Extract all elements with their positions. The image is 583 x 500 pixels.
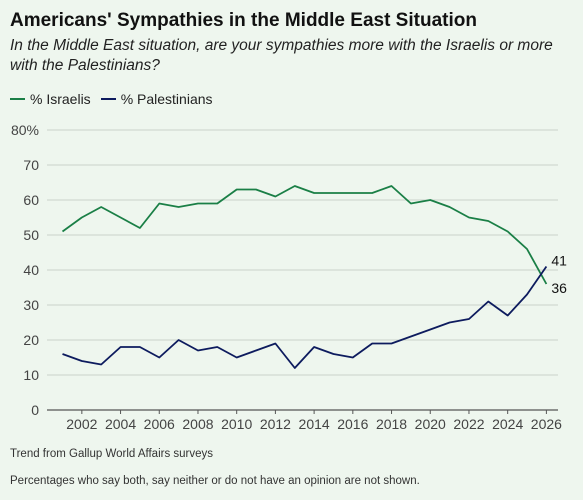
y-tick-label: 10 <box>23 367 39 383</box>
x-tick-label: 2022 <box>453 416 484 432</box>
legend-label-israelis: % Israelis <box>30 91 91 107</box>
x-tick-label: 2004 <box>105 416 136 432</box>
y-axis-ticks: 0 10 20 30 40 50 60 70 80% <box>11 122 39 418</box>
x-tick-label: 2012 <box>260 416 291 432</box>
y-tick-label: 30 <box>23 297 39 313</box>
legend-label-palestinians: % Palestinians <box>120 91 213 107</box>
series-lines <box>61 185 548 369</box>
source-note: Trend from Gallup World Affairs surveys <box>10 448 214 460</box>
x-tick-label: 2016 <box>337 416 368 432</box>
chart-legend: % Israelis % Palestinians <box>10 91 213 107</box>
x-axis-ticks: 2002 2004 2006 2008 2010 2012 2014 2016 2018 2020… <box>66 410 562 432</box>
x-tick-label: 2006 <box>144 416 175 432</box>
grid-lines <box>47 129 558 411</box>
series-line-palestinians <box>62 265 548 369</box>
chart-title: Americans' Sympathies in the Middle East… <box>10 10 477 31</box>
footnote: Percentages who say both, say neither or… <box>10 475 420 487</box>
x-tick-label: 2008 <box>182 416 213 432</box>
y-tick-label: 80% <box>11 122 39 138</box>
y-tick-label: 70 <box>23 157 39 173</box>
y-tick-label: 40 <box>23 262 39 278</box>
x-tick-label: 2002 <box>66 416 97 432</box>
x-tick-label: 2018 <box>376 416 407 432</box>
legend-swatch-palestinians <box>100 98 116 100</box>
x-tick-label: 2014 <box>299 416 330 432</box>
legend-item-palestinians: % Palestinians <box>100 91 213 107</box>
legend-swatch-israelis <box>10 98 25 100</box>
x-tick-label: 2010 <box>221 416 252 432</box>
end-labels: 36 41 <box>551 253 567 297</box>
chart-subtitle: In the Middle East situation, are your s… <box>10 37 553 74</box>
y-tick-label: 50 <box>23 227 39 243</box>
legend-item-israelis: % Israelis <box>10 91 91 107</box>
x-tick-label: 2024 <box>492 416 523 432</box>
end-label-palestinians: 41 <box>551 253 567 269</box>
y-tick-label: 60 <box>23 192 39 208</box>
x-tick-label: 2026 <box>531 416 562 432</box>
x-tick-label: 2020 <box>415 416 446 432</box>
y-tick-label: 20 <box>23 332 39 348</box>
y-tick-label: 0 <box>31 402 39 418</box>
end-label-israelis: 36 <box>551 280 567 296</box>
series-line-israelis <box>61 185 548 285</box>
